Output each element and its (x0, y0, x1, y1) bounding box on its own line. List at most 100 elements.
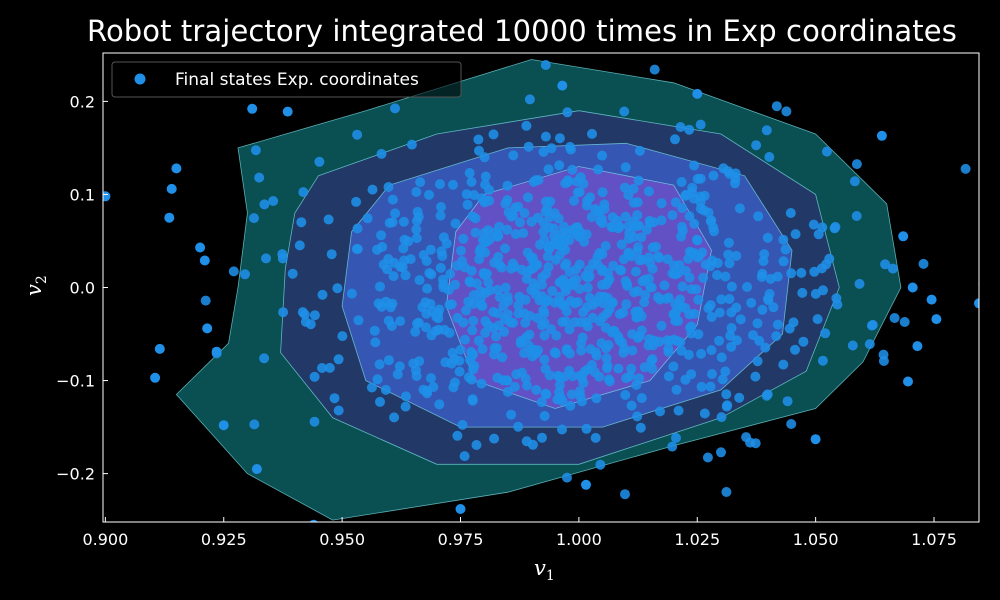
data-point (333, 354, 344, 365)
data-point (684, 124, 695, 135)
data-point (750, 371, 761, 382)
data-point (587, 128, 597, 139)
data-point (435, 179, 445, 190)
data-point (278, 307, 289, 318)
data-point (674, 260, 685, 271)
data-point (560, 260, 570, 271)
data-point (387, 298, 398, 309)
data-point (634, 145, 645, 156)
data-point (702, 452, 713, 463)
data-point (597, 266, 608, 277)
data-point (395, 316, 406, 327)
data-point (558, 274, 569, 285)
data-point (509, 261, 520, 272)
data-point (780, 244, 791, 255)
data-point (829, 223, 840, 234)
data-point (449, 353, 460, 364)
data-point (471, 440, 482, 450)
data-point (476, 378, 487, 389)
data-point (593, 206, 604, 217)
data-point (455, 344, 466, 355)
data-point (422, 283, 433, 294)
data-point (554, 133, 565, 144)
data-point (735, 314, 746, 325)
data-point (466, 265, 477, 276)
data-point (889, 313, 900, 323)
data-point (582, 321, 593, 332)
data-point (563, 176, 574, 187)
data-point (716, 447, 726, 458)
data-point (440, 357, 451, 368)
data-point (438, 282, 449, 293)
data-point (400, 391, 411, 402)
data-point (772, 319, 783, 330)
data-point (294, 240, 305, 251)
data-point (604, 274, 615, 285)
data-point (503, 296, 513, 307)
x-tick-label: 1.075 (911, 530, 957, 549)
data-point (725, 330, 736, 341)
data-point (597, 150, 608, 161)
data-point (240, 269, 250, 280)
data-point (521, 120, 532, 131)
data-point (582, 272, 593, 283)
data-point (603, 340, 614, 350)
data-point (763, 293, 773, 304)
data-point (623, 247, 634, 258)
data-point (587, 312, 598, 323)
data-point (400, 270, 411, 281)
data-point (376, 230, 387, 241)
data-point (590, 347, 601, 358)
data-point (696, 381, 707, 392)
data-point (383, 182, 394, 192)
data-point (705, 381, 716, 392)
data-point (816, 263, 827, 274)
data-point (489, 433, 500, 444)
data-point (521, 436, 532, 447)
data-point (716, 412, 727, 423)
data-point (712, 270, 723, 281)
data-point (362, 213, 373, 224)
data-point (609, 327, 620, 338)
data-point (550, 348, 561, 359)
data-point (689, 308, 700, 319)
data-point (597, 187, 608, 198)
data-point (524, 94, 535, 105)
data-point (572, 222, 583, 233)
data-point (662, 254, 673, 265)
data-point (617, 337, 628, 348)
data-point (645, 257, 656, 268)
data-point-outlier (166, 183, 177, 194)
data-point (671, 432, 681, 443)
data-point (817, 222, 828, 233)
data-point (372, 374, 383, 385)
data-point (520, 373, 531, 384)
data-point (474, 246, 485, 257)
data-point-outlier (692, 88, 703, 99)
data-point (626, 400, 637, 411)
data-point (259, 199, 270, 210)
data-point (411, 224, 422, 235)
data-point (577, 396, 587, 407)
data-point-outlier (309, 519, 318, 522)
data-point (880, 259, 891, 270)
data-point (721, 487, 732, 497)
y-axis-ticks: −0.2 −0.1 0.0 0.1 0.2 (56, 92, 108, 484)
data-point (579, 366, 590, 377)
data-point (536, 397, 547, 408)
data-point (621, 278, 632, 289)
data-point-outlier (974, 298, 979, 309)
data-point (746, 297, 757, 308)
data-point (458, 233, 469, 244)
data-point (461, 305, 471, 316)
data-point (481, 236, 492, 247)
data-point (687, 182, 698, 193)
data-point-outlier (103, 191, 111, 202)
data-point (314, 156, 325, 167)
data-point (564, 348, 575, 359)
y-tick-label: −0.1 (56, 372, 95, 391)
data-point (693, 329, 704, 340)
data-point (647, 242, 658, 253)
data-point (676, 177, 687, 187)
data-point-outlier (931, 314, 942, 325)
